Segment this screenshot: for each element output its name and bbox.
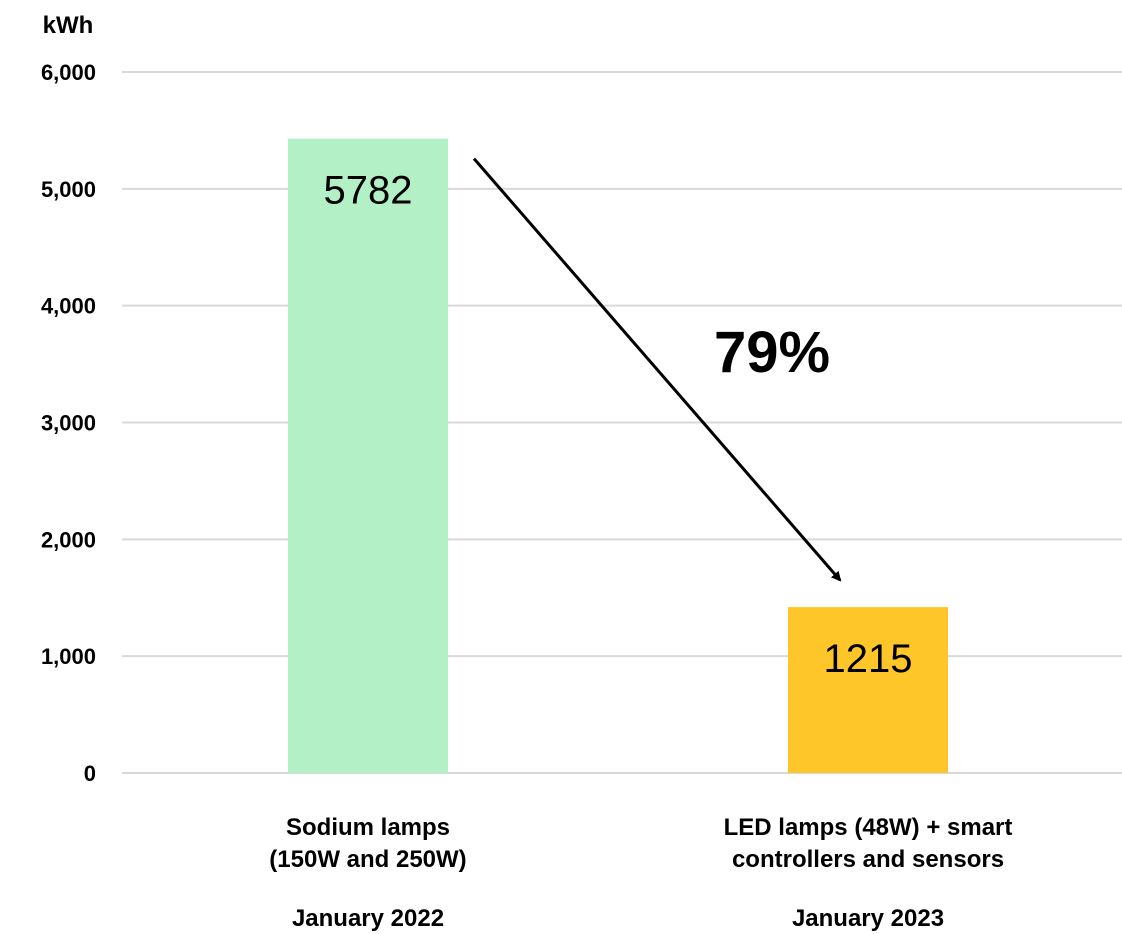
bar-value-label: 1215 xyxy=(824,637,913,681)
bar xyxy=(788,607,948,773)
data-labels: 5782 1215 xyxy=(324,169,913,682)
y-tick-label: 2,000 xyxy=(41,527,96,552)
y-tick-label: 6,000 xyxy=(41,60,96,85)
gridlines xyxy=(122,71,1122,774)
y-tick-label: 4,000 xyxy=(41,294,96,319)
category-label-line1: Sodium lamps xyxy=(286,814,450,841)
bars xyxy=(288,138,948,774)
reduction-percentage: 79% xyxy=(714,320,830,385)
bar xyxy=(288,138,448,774)
y-tick-label: 0 xyxy=(84,761,96,786)
y-tick-label: 3,000 xyxy=(41,411,96,436)
y-axis-ticks: 0 1,000 2,000 3,000 4,000 5,000 6,000 xyxy=(41,60,96,786)
category-period-label: January 2023 xyxy=(792,905,944,932)
category-labels: Sodium lamps (150W and 250W) January 2022 L… xyxy=(269,814,1012,932)
reduction-arrow xyxy=(472,157,842,582)
category-label-line2: controllers and sensors xyxy=(732,846,1004,873)
y-axis-unit-label: kWh xyxy=(43,12,94,39)
bar-value-label: 5782 xyxy=(324,169,413,213)
y-tick-label: 5,000 xyxy=(41,177,96,202)
y-tick-label: 1,000 xyxy=(41,644,96,669)
category-period-label: January 2022 xyxy=(292,905,444,932)
category-label-line1: LED lamps (48W) + smart xyxy=(724,814,1013,841)
category-label-line2: (150W and 250W) xyxy=(269,846,466,873)
